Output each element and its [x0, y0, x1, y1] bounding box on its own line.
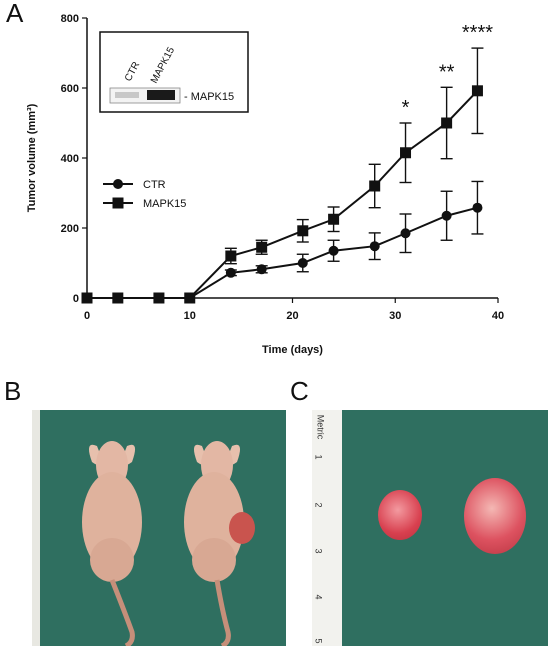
- legend-marker: [112, 197, 124, 209]
- data-point: [441, 117, 453, 129]
- legend-label: MAPK15: [143, 198, 186, 210]
- mouse-mapk15: [184, 441, 255, 646]
- data-point: [472, 202, 483, 213]
- ruler-number: 2: [313, 502, 324, 508]
- data-point: [81, 292, 93, 304]
- panel-letter-c: C: [290, 376, 309, 406]
- x-tick-label: 10: [184, 310, 196, 322]
- y-axis-label: Tumor volume (mm³): [26, 103, 38, 212]
- ruler-number: 3: [313, 548, 324, 554]
- data-point: [112, 292, 124, 304]
- x-axis-label: Time (days): [262, 344, 323, 356]
- x-tick-label: 0: [84, 310, 90, 322]
- series-line: [87, 90, 479, 299]
- significance-label: ****: [462, 22, 493, 44]
- x-tick-label: 40: [492, 310, 504, 322]
- data-point: [441, 210, 452, 221]
- mice-photo: [32, 410, 286, 646]
- y-tick-label: 600: [61, 83, 79, 95]
- ruler-label: Metric: [315, 414, 326, 440]
- data-point: [225, 267, 236, 278]
- y-tick-label: 0: [73, 293, 79, 305]
- data-point: [297, 258, 308, 268]
- y-tick-label: 400: [61, 153, 79, 165]
- legend-label: CTR: [143, 179, 166, 191]
- inset-band-label: - MAPK15: [184, 91, 234, 103]
- data-point: [471, 85, 483, 97]
- data-point: [297, 225, 309, 237]
- data-point: [400, 228, 411, 239]
- tumor-volume-chart: 0 200 400 600 800 0 10 20 30 40 Time (days) Tumor v…: [26, 13, 504, 356]
- blot-band-ctr: [115, 92, 139, 98]
- x-tick-label: 30: [389, 310, 401, 322]
- series-line: [87, 206, 478, 299]
- data-point: [256, 241, 268, 253]
- data-point: [184, 292, 196, 304]
- data-point: [225, 250, 237, 262]
- x-tick-label: 20: [286, 310, 298, 322]
- tumors-photo: Metric 1 2 3 4 5: [312, 410, 548, 646]
- data-point: [256, 264, 267, 275]
- ruler-strip: [32, 410, 40, 646]
- tumor: [229, 512, 255, 544]
- y-tick-label: 200: [61, 223, 79, 235]
- data-point: [328, 245, 339, 256]
- data-point: [153, 292, 165, 304]
- blot-band-mapk15: [147, 90, 175, 100]
- ruler-number: 5: [313, 638, 324, 644]
- mouse-ctr: [82, 441, 142, 646]
- significance-label: *: [402, 97, 410, 119]
- significance-label: **: [439, 61, 455, 83]
- data-point: [369, 241, 380, 252]
- ruler-number: 1: [313, 454, 324, 460]
- panel-letter-b: B: [4, 376, 22, 406]
- tumor-mapk15: [464, 478, 526, 554]
- tumor-ctr: [378, 490, 422, 540]
- panel-letter-a: A: [6, 0, 24, 28]
- data-point: [328, 213, 340, 225]
- data-point: [400, 147, 412, 159]
- ruler-number: 4: [313, 594, 324, 600]
- ruler: Metric 1 2 3 4 5: [312, 410, 342, 646]
- data-point: [369, 180, 381, 192]
- legend-marker: [113, 179, 123, 189]
- y-tick-label: 800: [61, 13, 79, 25]
